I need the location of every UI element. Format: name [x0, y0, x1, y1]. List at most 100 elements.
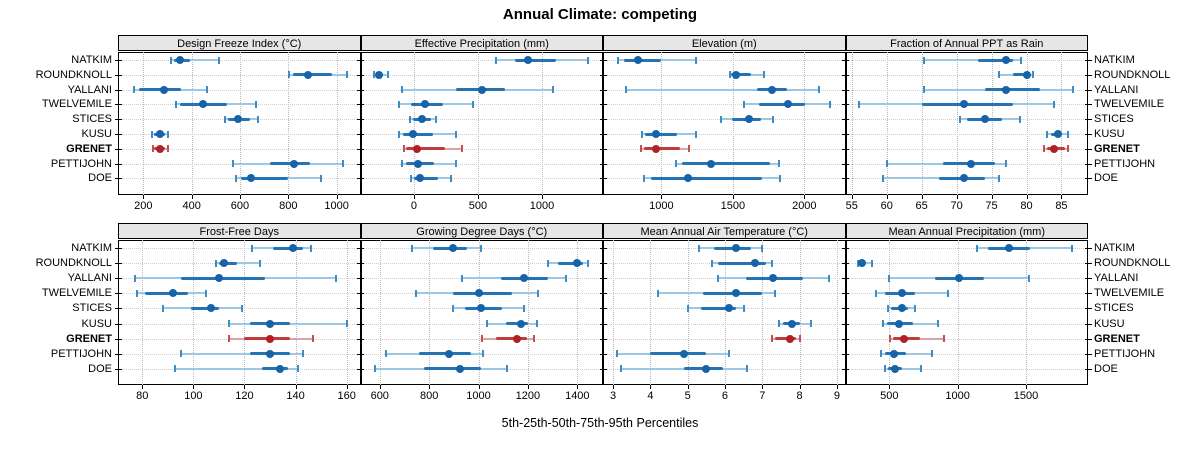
grid-line-horizontal: [120, 148, 359, 150]
panel: [360, 52, 603, 195]
percentile-5-cap: [481, 335, 484, 343]
x-axis-tick: [143, 195, 145, 199]
grid-line-vertical: [541, 52, 543, 195]
y-axis-tick: [842, 60, 849, 61]
median-dot: [890, 349, 899, 358]
percentile-25-75-line: [190, 306, 219, 310]
x-axis-tick-label: 65: [915, 200, 928, 212]
x-axis-tick: [687, 385, 689, 389]
y-axis-tick: [114, 134, 122, 135]
median-dot: [744, 115, 753, 124]
percentile-5-95-line: [881, 352, 932, 355]
x-axis-tick: [661, 195, 663, 199]
percentile-5-95-line: [625, 88, 819, 91]
percentile-25-75-line: [977, 58, 1013, 62]
x-axis-tick: [1026, 195, 1028, 199]
median-dot: [955, 274, 964, 283]
y-axis-tick: [1084, 148, 1092, 150]
percentile-25-75-line: [758, 102, 806, 106]
percentile-95-cap: [258, 259, 261, 267]
panel-strip: Fraction of Annual PPT as Rain: [845, 35, 1088, 51]
percentile-5-cap: [874, 289, 877, 297]
median-dot: [897, 304, 906, 313]
percentile-95-cap: [1032, 71, 1035, 79]
y-axis-tick: [599, 293, 607, 295]
y-axis-tick: [114, 74, 122, 76]
x-axis-tick-label: 7: [759, 390, 766, 402]
percentile-25-75-line: [403, 132, 434, 136]
y-axis-tick: [1084, 368, 1092, 370]
site-label-left: GRENET: [66, 332, 112, 345]
grid-line-vertical: [762, 240, 764, 385]
grid-line-horizontal: [120, 134, 359, 135]
x-axis-tick: [836, 385, 838, 389]
percentile-95-cap: [533, 335, 536, 343]
grid-line-horizontal: [120, 74, 359, 76]
percentile-5-cap: [410, 174, 413, 182]
percentile-95-cap: [454, 130, 457, 138]
x-axis-tick-label: 600: [370, 390, 389, 402]
percentile-95-cap: [536, 289, 539, 297]
grid-line-vertical: [346, 240, 348, 385]
y-axis-tick: [357, 368, 364, 370]
percentile-5-cap: [619, 365, 622, 373]
percentile-25-75-line: [557, 261, 584, 265]
median-dot: [408, 130, 417, 138]
x-axis-tick-label: 70: [950, 200, 963, 212]
median-dot: [220, 259, 229, 268]
grid-line-horizontal: [362, 323, 601, 325]
percentile-5-cap: [401, 86, 404, 94]
grid-line-vertical: [661, 52, 663, 195]
grid-line-horizontal: [362, 104, 601, 106]
y-axis-tick: [599, 148, 607, 150]
percentile-5-cap: [174, 100, 177, 108]
x-axis-tick-label: 1000: [529, 200, 555, 212]
percentile-5-95-line: [171, 59, 220, 61]
site-label-left: STICES: [72, 302, 112, 315]
percentile-95-cap: [523, 304, 526, 312]
percentile-25-75-line: [424, 367, 481, 371]
y-axis-tick: [599, 278, 607, 280]
panel: [845, 52, 1088, 195]
median-dot: [1053, 130, 1062, 138]
y-axis-tick: [599, 134, 607, 135]
grid-line-vertical: [477, 52, 479, 195]
y-axis-tick: [599, 353, 607, 355]
percentile-95-cap: [257, 115, 260, 123]
percentile-95-cap: [254, 100, 257, 108]
x-axis-tick-label: 1000: [649, 200, 674, 212]
grid-line-vertical: [804, 52, 806, 195]
y-axis-tick: [357, 148, 364, 150]
grid-line-vertical: [527, 240, 529, 385]
median-dot: [706, 159, 715, 168]
x-axis-tick-label: 5: [684, 390, 691, 402]
x-axis-tick-label: 1000: [466, 390, 491, 402]
median-dot: [276, 364, 285, 373]
percentile-25-75-line: [241, 176, 289, 180]
grid-line-vertical: [191, 52, 193, 195]
grid-line-horizontal: [847, 368, 1086, 370]
percentile-95-cap: [587, 56, 590, 64]
percentile-5-cap: [136, 289, 139, 297]
x-axis-tick: [379, 385, 381, 389]
percentile-5-95-line: [180, 352, 304, 355]
percentile-25-75-line: [413, 176, 438, 180]
site-label-right: YALLANI: [1094, 83, 1139, 96]
x-axis-tick: [413, 195, 415, 199]
x-axis-tick-label: 1000: [324, 200, 349, 212]
percentile-5-cap: [881, 320, 884, 327]
grid-line-horizontal: [120, 60, 359, 61]
grid-line-horizontal: [847, 308, 1086, 310]
percentile-25-75-line: [775, 337, 796, 341]
y-axis-tick: [114, 119, 122, 121]
percentile-95-cap: [947, 289, 950, 297]
y-axis-tick: [114, 293, 122, 295]
percentile-95-cap: [346, 71, 349, 79]
percentile-25-75-line: [262, 367, 288, 371]
median-dot: [679, 349, 688, 358]
percentile-5-cap: [778, 320, 781, 327]
percentile-5-cap: [251, 244, 254, 252]
percentile-5-95-line: [923, 59, 1021, 61]
percentile-25-75-line: [293, 73, 332, 77]
percentile-5-cap: [697, 244, 700, 252]
